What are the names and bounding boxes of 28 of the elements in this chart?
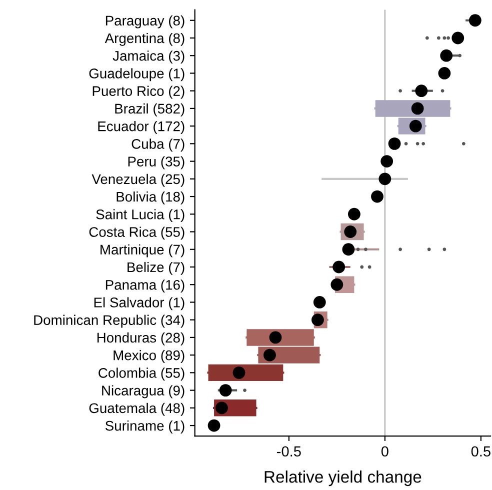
y-tick-label: Honduras (28) xyxy=(97,332,184,346)
y-tick-label: Brazil (582) xyxy=(115,103,184,116)
x-axis-title: Relative yield change xyxy=(264,470,422,486)
y-tick-label: Suriname (1) xyxy=(105,420,184,434)
y-tick-label: Costa Rica (55) xyxy=(89,226,184,240)
y-tick-label: Panama (16) xyxy=(106,280,184,293)
y-tick-label: Puerto Rico (2) xyxy=(92,86,184,99)
y-tick-label: Saint Lucia (1) xyxy=(96,209,184,222)
y-tick-label: Guatemala (48) xyxy=(89,402,184,416)
x-tick-label: -0.5 xyxy=(277,446,301,457)
y-tick-label: Venezuela (25) xyxy=(92,174,184,187)
y-tick-label: Argentina (8) xyxy=(104,32,184,46)
y-tick-label: Bolivia (18) xyxy=(116,191,184,204)
y-tick-label: Ecuador (172) xyxy=(98,121,184,134)
y-tick-label: Belize (7) xyxy=(128,262,184,275)
y-tick-label: Colombia (55) xyxy=(98,368,184,381)
x-tick-label: 0.5 xyxy=(471,446,490,457)
y-tick-label: Dominican Republic (34) xyxy=(34,314,184,328)
y-tick-label: Paraguay (8) xyxy=(106,15,184,28)
y-tick-label: Jamaica (3) xyxy=(112,50,184,64)
y-tick-label: Nicaragua (9) xyxy=(102,385,184,398)
y-tick-label: El Salvador (1) xyxy=(94,297,184,310)
y-tick-label: Mexico (89) xyxy=(114,350,184,363)
y-tick-label: Guadeloupe (1) xyxy=(89,68,184,82)
y-tick-label: Peru (35) xyxy=(128,156,184,170)
y-tick-label: Martinique (7) xyxy=(100,244,184,258)
y-tick-label: Cuba (7) xyxy=(132,138,184,152)
x-tick-label: 0 xyxy=(381,446,388,457)
